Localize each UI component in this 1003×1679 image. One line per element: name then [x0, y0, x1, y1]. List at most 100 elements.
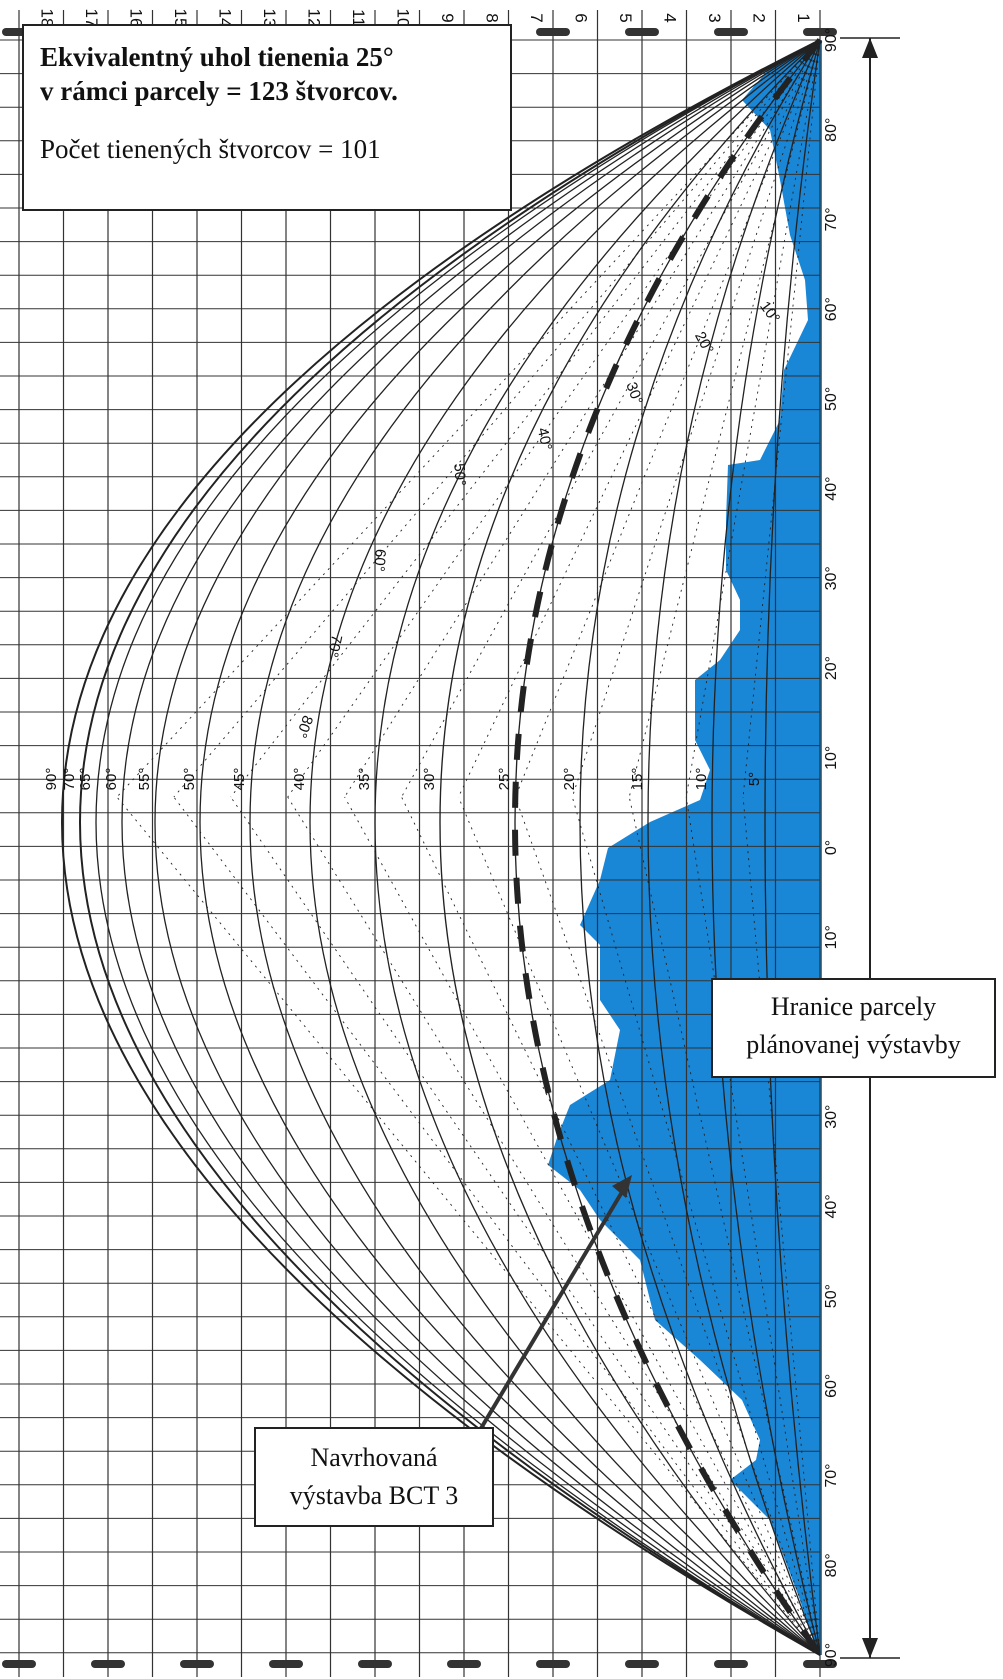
azimuth-line	[742, 39, 821, 798]
equivalent-angle-25-curve	[512, 38, 823, 1657]
dashed-curve	[512, 38, 823, 1657]
azimuth-label: 30°	[622, 380, 646, 407]
azimuth-line	[287, 796, 821, 1656]
column-number-label: 9	[438, 13, 457, 22]
side-angle-label: 70°	[823, 207, 840, 231]
column-number-label: 8	[482, 13, 501, 22]
column-number-label: 6	[571, 13, 590, 22]
azimuth-line	[458, 796, 821, 1656]
proposed-building-label: Navrhovaná výstavba BCT 3	[254, 1427, 494, 1527]
azimuth-label: 80°	[292, 713, 316, 740]
altitude-labels: 90° 70° 65° 60° 55° 50° 45° 40° 35° 30° 25° 20° 15° 1…	[43, 768, 763, 791]
column-number-label: 18	[37, 9, 56, 28]
dimension-arrow	[840, 37, 900, 1659]
altitude-curve	[374, 39, 821, 1656]
info-line-2: v rámci parcely = 123 štvorcov.	[40, 76, 398, 106]
azimuth-label: 50°	[450, 463, 469, 487]
altitude-label: 5°	[746, 772, 763, 786]
pointer-arrow	[478, 1175, 632, 1432]
column-number-label: 17	[82, 9, 101, 28]
side-angle-label: 20°	[823, 656, 840, 680]
side-angle-label: 30°	[823, 566, 840, 590]
side-angle-label: 50°	[823, 1284, 840, 1308]
shaded-area-proposed-building	[548, 40, 822, 1655]
altitude-label: 70°	[61, 768, 78, 791]
parcel-label-line-2: plánovanej výstavby	[746, 1030, 961, 1059]
altitude-label: 40°	[291, 768, 308, 791]
altitude-curve	[711, 39, 821, 1656]
azimuth-line	[230, 39, 821, 798]
side-angle-label: 70°	[823, 1463, 840, 1487]
side-angle-label: 0°	[823, 840, 840, 855]
column-marker-bottom	[2, 1660, 36, 1668]
azimuth-line	[344, 39, 821, 798]
side-angle-label: 40°	[823, 1194, 840, 1218]
column-number-label: 16	[126, 9, 145, 28]
altitude-label: 10°	[693, 768, 710, 791]
azimuth-line	[116, 796, 821, 1656]
azimuth-label: 40°	[534, 426, 555, 452]
azimuth-line	[344, 796, 821, 1656]
dimension-arrowhead-bottom	[862, 1638, 878, 1658]
azimuth-label: 60°	[370, 548, 389, 572]
info-box: Ekvivalentný uhol tienenia 25° v rámci p…	[22, 24, 512, 211]
column-marker-bottom	[269, 1660, 303, 1668]
altitude-label: 35°	[356, 768, 373, 791]
pointer-line	[478, 1190, 624, 1432]
column-number-labels: 18 17 16 15 14 13 12 11 10 9 8 7 6 5 4 3 2 1	[37, 9, 813, 28]
altitude-curve	[79, 39, 821, 1656]
azimuth-label: 10°	[756, 298, 783, 326]
altitude-label: 55°	[136, 768, 153, 791]
column-number-label: 7	[527, 13, 546, 22]
altitude-label: 45°	[231, 768, 248, 791]
altitude-label: 15°	[629, 768, 646, 791]
column-marker-bottom	[180, 1660, 214, 1668]
azimuth-line	[173, 39, 821, 798]
column-marker-bottom	[625, 1660, 659, 1668]
column-marker-bottom	[358, 1660, 392, 1668]
parcel-boundary-label: Hranice parcely plánovanej výstavby	[711, 978, 996, 1078]
side-angle-label: 90°	[823, 28, 840, 52]
altitude-curve	[309, 39, 821, 1656]
column-marker-top	[714, 28, 748, 36]
sun-path-curves	[61, 39, 821, 1656]
column-marker-bottom	[91, 1660, 125, 1668]
altitude-label: 50°	[181, 768, 198, 791]
column-number-label: 13	[260, 9, 279, 28]
azimuth-labels: 80°70°60°50°40°30°20°10°	[292, 298, 783, 740]
shaded-polygon	[548, 40, 822, 1655]
azimuth-line	[514, 796, 821, 1656]
altitude-curve	[121, 39, 821, 1656]
column-number-label: 14	[215, 9, 234, 28]
side-angle-label: 40°	[823, 477, 840, 501]
side-angle-labels: 90°80°70°60°50°40°30°20°10°0°10°20°30°40…	[823, 28, 840, 1667]
side-angle-label: 50°	[823, 387, 840, 411]
altitude-curve	[61, 39, 821, 1656]
proposed-label-line-2: výstavba BCT 3	[289, 1481, 459, 1510]
column-number-label: 1	[794, 13, 813, 22]
column-number-label: 15	[171, 9, 190, 28]
side-angle-label: 80°	[823, 1553, 840, 1577]
altitude-curve	[154, 39, 821, 1656]
column-number-label: 4	[660, 13, 679, 22]
altitude-curve	[579, 39, 821, 1656]
altitude-label: 65°	[77, 768, 94, 791]
altitude-label: 20°	[561, 768, 578, 791]
dimension-arrowhead-top	[862, 38, 878, 58]
column-marker-bottom	[803, 1660, 837, 1668]
grid	[0, 10, 821, 1677]
side-angle-label: 10°	[823, 925, 840, 949]
altitude-curve	[764, 39, 821, 1656]
column-number-label: 11	[349, 9, 368, 27]
azimuth-line	[401, 796, 821, 1656]
azimuth-line	[287, 39, 821, 798]
column-marker-bottom	[536, 1660, 570, 1668]
side-angle-label: 60°	[823, 297, 840, 321]
azimuth-line	[571, 796, 821, 1656]
info-line-3: Počet tienených štvorcov = 101	[40, 134, 381, 164]
altitude-label: 60°	[103, 768, 120, 791]
column-number-label: 2	[749, 13, 768, 22]
side-angle-label: 80°	[823, 118, 840, 142]
altitude-label: 90°	[43, 768, 60, 791]
